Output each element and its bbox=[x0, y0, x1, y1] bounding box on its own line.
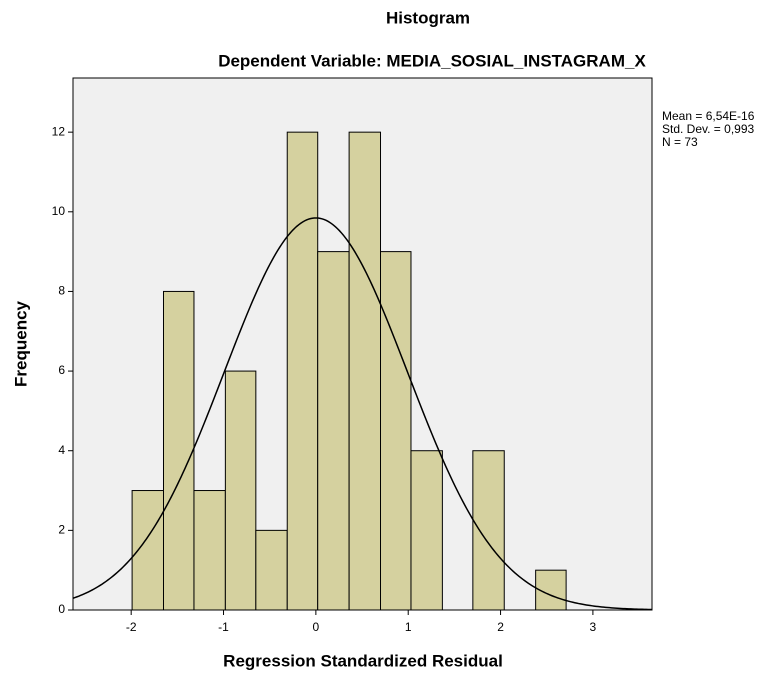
chart-title: Histogram bbox=[386, 8, 470, 27]
bar bbox=[348, 131, 382, 611]
x-tick-label: -1 bbox=[218, 620, 229, 634]
y-tick-label: 10 bbox=[52, 204, 66, 218]
x-tick-label: -2 bbox=[126, 620, 137, 634]
y-axis-label: Frequency bbox=[11, 300, 30, 387]
y-tick-label: 8 bbox=[58, 284, 65, 298]
bar bbox=[131, 490, 164, 611]
stat-n: N = 73 bbox=[662, 135, 698, 149]
x-tick-label: 3 bbox=[590, 620, 597, 634]
bar bbox=[255, 529, 288, 611]
bar bbox=[380, 251, 412, 611]
bar bbox=[224, 370, 257, 611]
x-tick-label: 2 bbox=[497, 620, 504, 634]
y-tick-label: 12 bbox=[52, 124, 66, 138]
y-tick-label: 4 bbox=[58, 443, 65, 457]
stat-mean: Mean = 6,54E-16 bbox=[662, 109, 755, 123]
chart-subtitle: Dependent Variable: MEDIA_SOSIAL_INSTAGR… bbox=[218, 51, 646, 70]
y-tick-label: 0 bbox=[58, 602, 65, 616]
x-axis-label: Regression Standardized Residual bbox=[223, 651, 503, 670]
bar bbox=[317, 251, 350, 611]
x-tick-label: 1 bbox=[405, 620, 412, 634]
bar bbox=[472, 450, 505, 611]
bar bbox=[193, 490, 226, 611]
y-tick-label: 6 bbox=[58, 363, 65, 377]
x-tick-label: 0 bbox=[313, 620, 320, 634]
stat-sd: Std. Dev. = 0,993 bbox=[662, 122, 754, 136]
bar bbox=[410, 450, 443, 611]
bar bbox=[286, 131, 319, 611]
normal-curve bbox=[72, 217, 653, 611]
y-tick-label: 2 bbox=[58, 523, 65, 537]
bar bbox=[162, 290, 195, 611]
